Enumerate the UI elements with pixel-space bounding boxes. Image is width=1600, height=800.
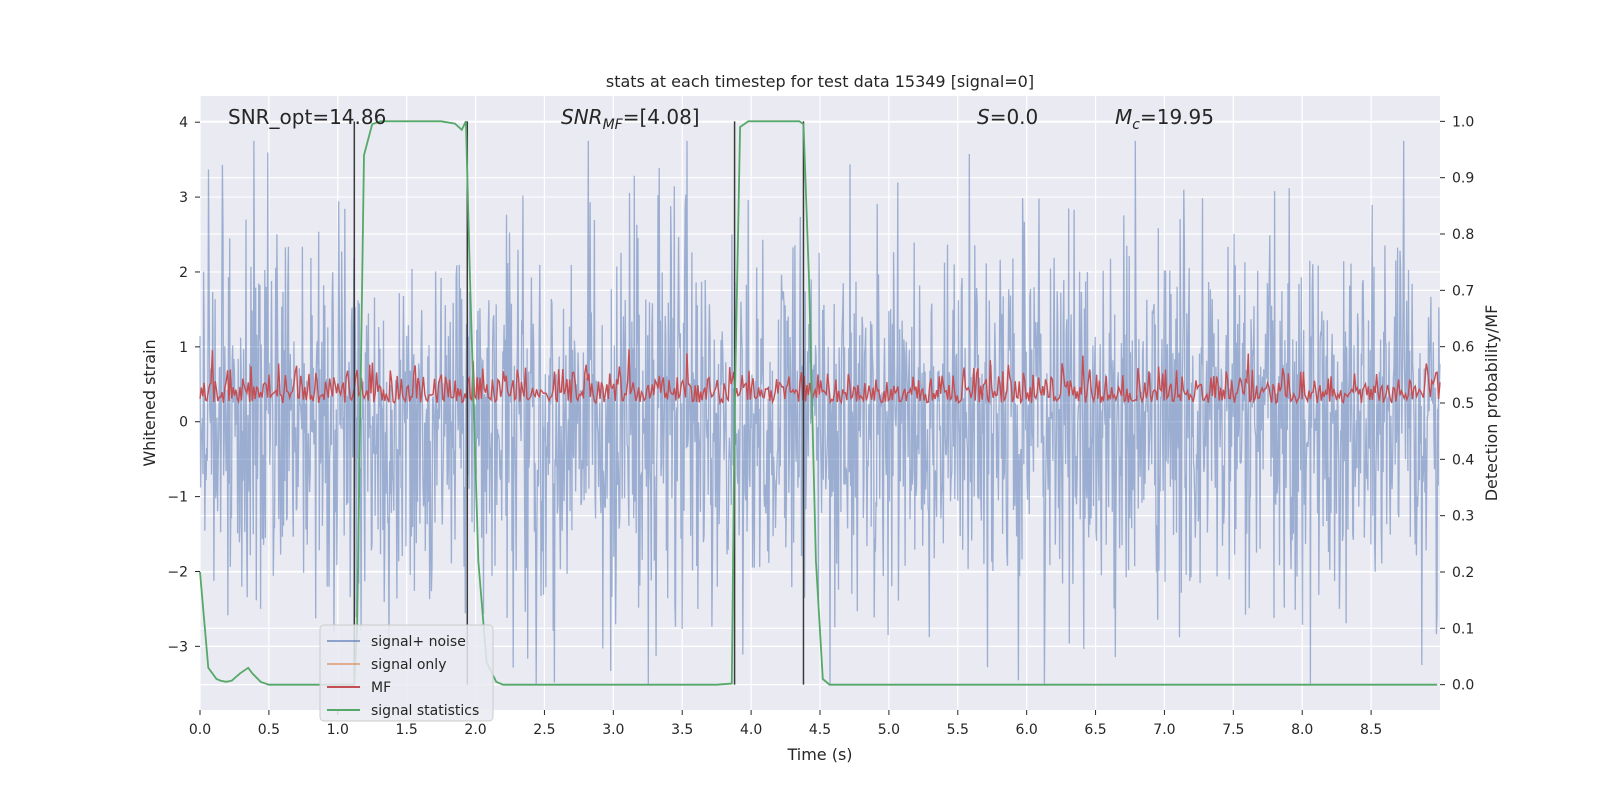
x-tick-label: 3.5 (671, 722, 693, 738)
annotation-s-value: S=0.0 (977, 105, 1038, 129)
y-tick-label: 1 (179, 340, 188, 356)
y-tick-label: 3 (179, 190, 188, 206)
annotation-snr-opt: SNR_opt=14.86 (228, 105, 386, 129)
legend: signal+ noise signal only MF signal statist… (319, 624, 494, 722)
y2-tick-label: 0.0 (1452, 678, 1474, 694)
y2-axis-ticks: 1.0 0.9 0.8 0.7 0.6 0.5 0.4 0.3 0.2 0.1 0.0 (1440, 114, 1474, 694)
mf-series (199, 349, 1441, 406)
y2-tick-label: 0.3 (1452, 509, 1474, 525)
legend-label: MF (371, 680, 391, 696)
annotation-mc-value: Mc=19.95 (1115, 105, 1214, 133)
legend-box (319, 624, 494, 722)
x-axis-ticks: 0.0 0.5 1.0 1.5 2.0 2.5 3.0 3.5 4.0 4.5 5.0 5.5 6.0 6… (189, 710, 1382, 738)
chart-title: stats at each timestep for test data 153… (606, 72, 1034, 91)
y2-tick-label: 1.0 (1452, 114, 1474, 130)
mf-line (199, 349, 1441, 406)
x-tick-label: 4.5 (809, 722, 831, 738)
y-axis-label: Whitened strain (140, 339, 159, 466)
x-tick-label: 7.0 (1153, 722, 1175, 738)
annotation-snr-mf: SNRMF=[4.08] (561, 105, 700, 133)
x-tick-label: 8.5 (1360, 722, 1382, 738)
x-tick-label: 2.0 (464, 722, 486, 738)
x-tick-label: 8.0 (1291, 722, 1313, 738)
x-tick-label: 7.5 (1222, 722, 1244, 738)
y-tick-label: 2 (179, 265, 188, 281)
y2-tick-label: 0.1 (1452, 621, 1474, 637)
y-tick-label: −3 (167, 639, 188, 655)
x-tick-label: 0.0 (189, 722, 211, 738)
legend-label: signal only (371, 657, 446, 673)
y2-tick-label: 0.4 (1452, 452, 1474, 468)
annotations: SNR_opt=14.86 SNRMF=[4.08] S=0.0 Mc=19.95 (228, 105, 1214, 133)
x-tick-label: 4.0 (740, 722, 762, 738)
y-axis-ticks: 4 3 2 1 0 −1 −2 −3 (167, 115, 200, 655)
x-tick-label: 6.5 (1084, 722, 1106, 738)
y2-tick-label: 0.5 (1452, 396, 1474, 412)
legend-label: signal statistics (371, 703, 479, 719)
x-tick-label: 6.0 (1016, 722, 1038, 738)
y-tick-label: 4 (179, 115, 188, 131)
x-tick-label: 1.5 (396, 722, 418, 738)
x-axis-label: Time (s) (786, 745, 852, 764)
y2-tick-label: 0.8 (1452, 227, 1474, 243)
y2-tick-label: 0.2 (1452, 565, 1474, 581)
y2-axis-label: Detection probability/MF (1482, 305, 1501, 502)
x-tick-label: 2.5 (533, 722, 555, 738)
x-tick-label: 5.0 (878, 722, 900, 738)
legend-label: signal+ noise (371, 634, 466, 650)
signal-statistics-line (199, 120, 1438, 686)
signal-statistics-series (199, 120, 1438, 686)
x-tick-label: 1.0 (327, 722, 349, 738)
x-tick-label: 3.0 (602, 722, 624, 738)
y-tick-label: −2 (167, 564, 188, 580)
y-tick-label: −1 (167, 490, 188, 506)
y-tick-label: 0 (179, 415, 188, 431)
y2-tick-label: 0.9 (1452, 171, 1474, 187)
x-tick-label: 5.5 (947, 722, 969, 738)
x-tick-label: 0.5 (258, 722, 280, 738)
y2-tick-label: 0.6 (1452, 340, 1474, 356)
y2-tick-label: 0.7 (1452, 283, 1474, 299)
